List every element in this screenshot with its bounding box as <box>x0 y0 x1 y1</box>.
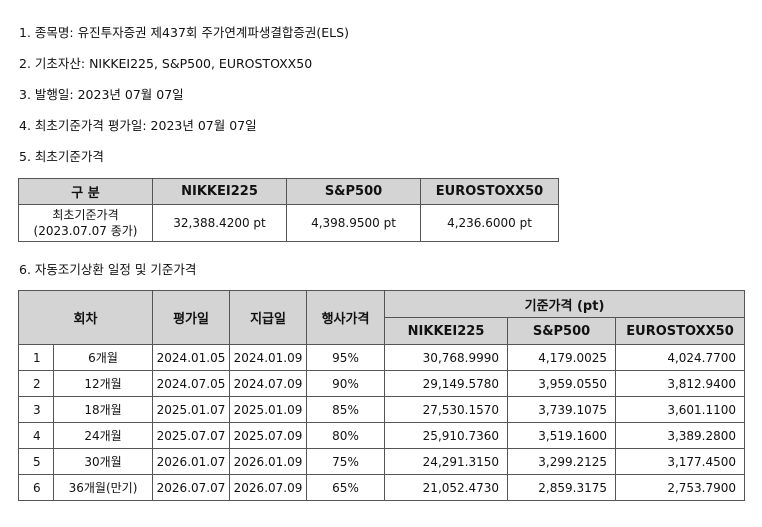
sp500-price: 4,179.0025 <box>507 344 617 371</box>
initial-price-heading: 5. 최초기준가격 <box>19 149 104 164</box>
eval-date: 2024.07.05 <box>152 370 231 397</box>
header-eurostoxx: EUROSTOXX50 <box>615 317 746 345</box>
initial-price-table: 구 분 NIKKEI225 S&P500 EUROSTOXX50 최초기준가격 … <box>18 178 559 242</box>
eval-date: 2025.07.07 <box>152 422 231 449</box>
table-row: 2 12개월 2024.07.05 2024.07.09 90% 29,149.5780 3… <box>18 370 746 397</box>
nikkei-price: 24,291.3150 <box>384 448 509 475</box>
eurostoxx-price: 3,389.2800 <box>615 422 746 449</box>
nikkei-price: 25,910.7360 <box>384 422 509 449</box>
header-round: 회차 <box>17 290 154 345</box>
eurostoxx-initial-price: 4,236.6000 pt <box>420 204 559 242</box>
strike-price: 80% <box>306 422 386 449</box>
pay-date: 2026.07.09 <box>229 474 308 501</box>
strike-price: 95% <box>306 344 386 371</box>
nikkei-price: 30,768.9990 <box>384 344 509 371</box>
header-nikkei: NIKKEI225 <box>152 178 287 205</box>
eurostoxx-price: 3,601.1100 <box>615 396 746 423</box>
round-number: 2 <box>18 370 54 397</box>
header-eval-date: 평가일 <box>152 290 231 345</box>
issue-date-line: 3. 발행일: 2023년 07월 07일 <box>19 87 184 102</box>
redemption-schedule-table: 회차 평가일 지급일 행사가격 기준가격 (pt) NIKKEI225 S&P5… <box>17 290 746 501</box>
pay-date: 2024.07.09 <box>229 370 308 397</box>
header-nikkei: NIKKEI225 <box>384 317 509 345</box>
table-row: 6 36개월(만기) 2026.07.07 2026.07.09 65% 21,052.4… <box>18 474 746 501</box>
table-row: 5 30개월 2026.01.07 2026.01.09 75% 24,291.3150 3… <box>18 448 746 475</box>
pay-date: 2025.07.09 <box>229 422 308 449</box>
pay-date: 2026.01.09 <box>229 448 308 475</box>
eurostoxx-price: 2,753.7900 <box>615 474 746 501</box>
header-strike: 행사가격 <box>306 290 386 345</box>
table-row: 1 6개월 2024.01.05 2024.01.09 95% 30,768.9990 4,… <box>18 344 746 371</box>
header-base-price: 기준가격 (pt) <box>384 290 746 318</box>
strike-price: 65% <box>306 474 386 501</box>
header-sp500: S&P500 <box>507 317 617 345</box>
sp500-price: 3,299.2125 <box>507 448 617 475</box>
sp500-initial-price: 4,398.9500 pt <box>286 204 421 242</box>
underlying-assets-line: 2. 기초자산: NIKKEI225, S&P500, EUROSTOXX50 <box>19 56 313 71</box>
strike-price: 85% <box>306 396 386 423</box>
header-pay-date: 지급일 <box>229 290 308 345</box>
nikkei-price: 27,530.1570 <box>384 396 509 423</box>
eurostoxx-price: 3,177.4500 <box>615 448 746 475</box>
table-row: 4 24개월 2025.07.07 2025.07.09 80% 25,910.7360 3… <box>18 422 746 449</box>
strike-price: 75% <box>306 448 386 475</box>
eval-date: 2025.01.07 <box>152 396 231 423</box>
round-period: 12개월 <box>52 370 154 397</box>
round-number: 1 <box>18 344 54 371</box>
label-line-1: 최초기준가격 <box>52 208 119 222</box>
schedule-heading: 6. 자동조기상환 일정 및 기준가격 <box>19 262 197 277</box>
sp500-price: 3,739.1075 <box>507 396 617 423</box>
header-category: 구 분 <box>18 178 153 205</box>
header-sp500: S&P500 <box>286 178 421 205</box>
item-name-line: 1. 종목명: 유진투자증권 제437회 주가연계파생결합증권(ELS) <box>19 25 349 40</box>
pay-date: 2024.01.09 <box>229 344 308 371</box>
label-line-2: (2023.07.07 종가) <box>33 224 138 238</box>
nikkei-initial-price: 32,388.4200 pt <box>152 204 287 242</box>
eval-date: 2026.07.07 <box>152 474 231 501</box>
table-row: 3 18개월 2025.01.07 2025.01.09 85% 27,530.1570 3… <box>18 396 746 423</box>
round-period: 6개월 <box>52 344 154 371</box>
header-eurostoxx: EUROSTOXX50 <box>420 178 559 205</box>
round-period: 24개월 <box>52 422 154 449</box>
eurostoxx-price: 4,024.7700 <box>615 344 746 371</box>
round-number: 5 <box>18 448 54 475</box>
nikkei-price: 29,149.5780 <box>384 370 509 397</box>
round-number: 3 <box>18 396 54 423</box>
eurostoxx-price: 3,812.9400 <box>615 370 746 397</box>
round-number: 6 <box>18 474 54 501</box>
initial-eval-date-line: 4. 최초기준가격 평가일: 2023년 07월 07일 <box>19 118 257 133</box>
nikkei-price: 21,052.4730 <box>384 474 509 501</box>
sp500-price: 3,959.0550 <box>507 370 617 397</box>
eval-date: 2026.01.07 <box>152 448 231 475</box>
sp500-price: 3,519.1600 <box>507 422 617 449</box>
eval-date: 2024.01.05 <box>152 344 231 371</box>
round-period: 36개월(만기) <box>52 474 154 501</box>
round-number: 4 <box>18 422 54 449</box>
initial-price-label: 최초기준가격 (2023.07.07 종가) <box>18 204 153 242</box>
pay-date: 2025.01.09 <box>229 396 308 423</box>
sp500-price: 2,859.3175 <box>507 474 617 501</box>
strike-price: 90% <box>306 370 386 397</box>
round-period: 18개월 <box>52 396 154 423</box>
round-period: 30개월 <box>52 448 154 475</box>
